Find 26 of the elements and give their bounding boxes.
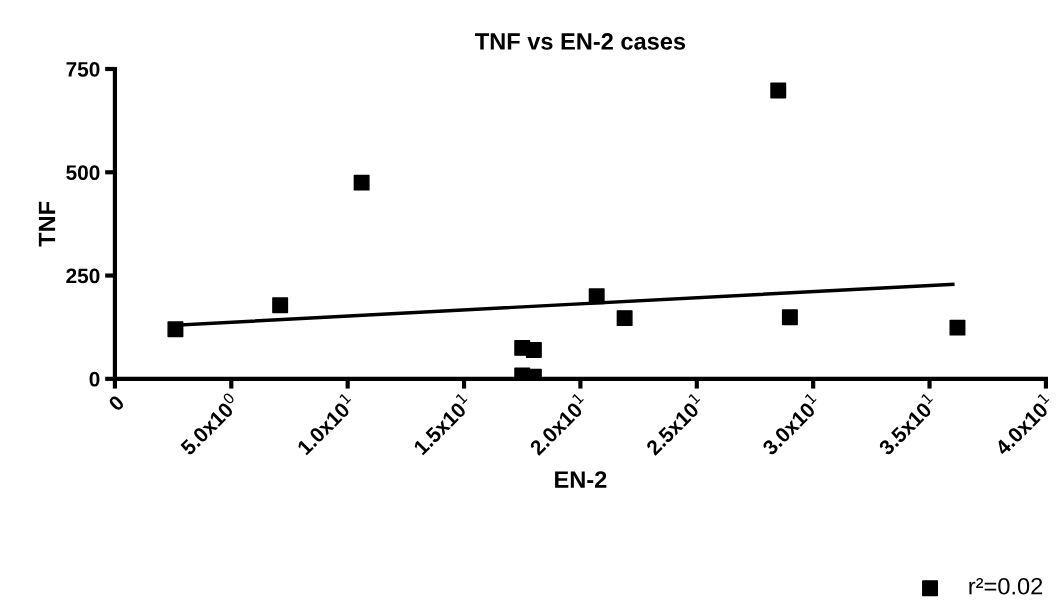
x-tick-label: 4.0x10$^{1}$	[991, 392, 1056, 457]
x-tick-label: 3.0x10$^{1}$	[758, 392, 823, 457]
point	[272, 297, 289, 314]
x-tick-label: 2.0x10$^{1}$	[526, 392, 590, 456]
legend-label: r²=0.02	[969, 577, 1043, 595]
chart-title: TNF vs EN-2 cases	[475, 33, 686, 50]
x-tick-label: 5.0x10$^{0}$	[176, 391, 241, 456]
y-tick-label: 250	[66, 268, 100, 284]
point	[949, 319, 966, 336]
x-tick-label: 3.5x10$^{1}$	[875, 392, 939, 457]
y-tick-label: 750	[66, 61, 100, 77]
x-tick-label: 2.5x10$^{1}$	[642, 392, 707, 456]
point	[616, 310, 633, 327]
x-axis-title: EN-2	[555, 471, 607, 488]
point	[167, 321, 184, 338]
point	[588, 288, 605, 305]
y-axis-title: TNF	[38, 201, 56, 247]
x-tick-label: 1.5x10$^{1}$	[410, 392, 474, 456]
point	[353, 174, 370, 191]
point	[525, 341, 542, 358]
point	[781, 309, 798, 326]
y-tick-label: 500	[66, 165, 100, 181]
x-tick-label: 0	[107, 394, 126, 412]
x-tick-label: 1.0x10$^{1}$	[293, 392, 357, 456]
y-tick-label: 0	[89, 371, 100, 387]
point	[770, 82, 787, 99]
